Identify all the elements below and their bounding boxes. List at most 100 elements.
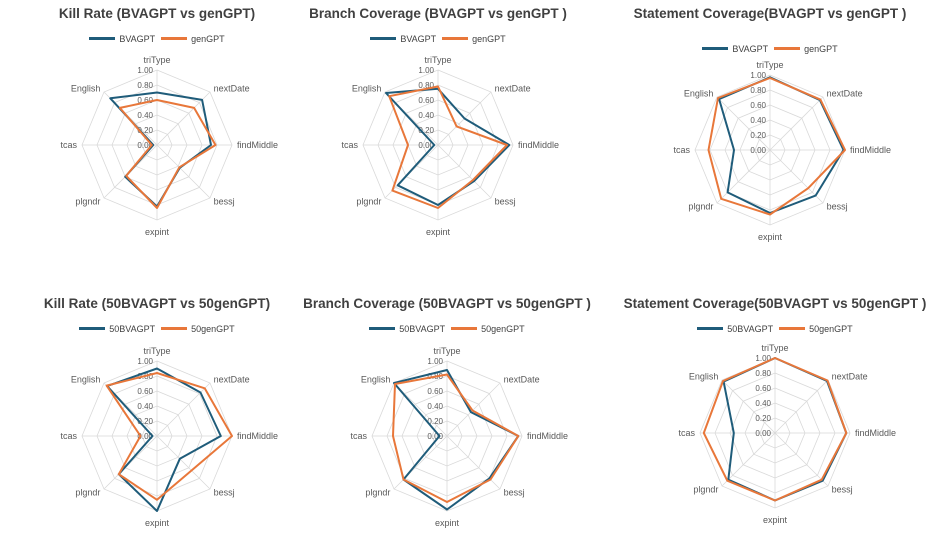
legend-swatch [89,37,116,40]
tick-label: 1.00 [137,357,153,366]
legend-swatch [779,327,806,330]
series-line-gengpt [707,77,846,216]
axis-spoke [774,432,829,487]
category-label: tcas [60,140,77,150]
series-line-bvagpt [718,76,845,214]
legend-label: 50genGPT [481,323,525,334]
radar-plot: 0.000.200.400.600.801.00triTypenextDatef… [341,55,559,237]
category-label: English [71,83,101,93]
category-label: expint [426,227,451,237]
legend-swatch [370,37,397,40]
legend-item: genGPT [774,44,838,54]
category-label: nextDate [495,83,531,93]
category-label: expint [435,518,460,528]
chart-title: Statement Coverage(BVAGPT vs genGPT ) [633,6,907,21]
category-label: plgndr [688,202,713,212]
category-label: English [71,374,101,384]
category-label: bessj [214,197,235,207]
category-label: findMiddle [527,431,568,441]
legend-label: genGPT [472,33,506,44]
legend-item: 50genGPT [451,324,525,334]
category-label: expint [758,232,783,242]
tick-label: 0.80 [755,369,771,378]
tick-label: 0.00 [427,432,443,441]
series-line-50bvagpt [393,369,520,511]
tick-label: 0.00 [750,146,766,155]
chart-title: Kill Rate (50BVAGPT vs 50genGPT) [43,296,271,311]
category-label: nextDate [827,88,863,98]
category-label: findMiddle [518,140,559,150]
tick-label: 0.40 [427,402,443,411]
legend-item: 50BVAGPT [369,324,445,334]
tick-label: 0.20 [137,126,153,135]
category-label: triType [424,55,451,65]
tick-label: 0.00 [137,432,153,441]
legend-swatch [774,47,801,50]
series-line-50gengpt [105,372,233,501]
category-label: findMiddle [237,431,278,441]
axis-spoke [716,149,771,204]
category-label: tcas [60,431,77,441]
tick-label: 0.20 [137,417,153,426]
tick-label: 0.40 [137,402,153,411]
chart-legend: 50BVAGPT 50genGPT [290,322,604,334]
legend-swatch [702,47,729,50]
category-label: tcas [350,431,367,441]
axis-spoke [769,96,824,151]
category-label: findMiddle [855,428,896,438]
tick-label: 0.80 [137,81,153,90]
tick-label: 0.60 [137,387,153,396]
axis-spoke [103,435,158,490]
category-label: tcas [341,140,358,150]
legend-item: BVAGPT [89,34,155,44]
radar-plot: 0.000.200.400.600.801.00triTypenextDatef… [60,346,278,528]
category-label: expint [763,515,788,525]
legend-label: 50BVAGPT [109,323,156,334]
category-label: bessj [504,488,525,498]
category-label: plgndr [365,488,390,498]
legend-swatch [369,327,396,330]
category-label: bessj [214,488,235,498]
axis-spoke [721,379,776,434]
category-label: findMiddle [850,145,891,155]
legend-item: 50genGPT [161,324,235,334]
category-label: nextDate [214,83,250,93]
legend-swatch [442,37,469,40]
chart-legend: BVAGPT genGPT [0,32,314,44]
legend-item: genGPT [442,34,506,44]
axis-spoke [156,435,211,490]
chart-title: Statement Coverage(50BVAGPT vs 50genGPT … [623,296,927,311]
category-label: nextDate [832,371,868,381]
legend-item: 50BVAGPT [697,324,773,334]
radar-chart-panel: Branch Coverage (BVAGPT vs genGPT ) BVAGP… [281,0,595,266]
tick-label: 0.40 [418,111,434,120]
tick-label: 1.00 [755,354,771,363]
legend-label: 50genGPT [809,323,853,334]
category-label: triType [143,346,170,356]
legend-label: 50BVAGPT [727,323,774,334]
axis-spoke [716,96,771,151]
category-label: tcas [678,428,695,438]
radar-chart-panel: Branch Coverage (50BVAGPT vs 50genGPT ) 5… [290,290,604,556]
radar-chart-panel: Statement Coverage(50BVAGPT vs 50genGPT … [618,290,932,556]
chart-legend: 50BVAGPT 50genGPT [0,322,314,334]
tick-label: 0.40 [137,111,153,120]
tick-label: 0.00 [137,141,153,150]
category-label: triType [761,343,788,353]
tick-label: 1.00 [750,71,766,80]
chart-legend: BVAGPT genGPT [281,32,595,44]
tick-label: 0.40 [755,399,771,408]
tick-label: 0.20 [427,417,443,426]
series-line-gengpt [388,85,508,209]
tick-label: 0.00 [418,141,434,150]
legend-label: BVAGPT [732,43,769,54]
legend-label: 50BVAGPT [399,323,446,334]
chart-title: Branch Coverage (50BVAGPT vs 50genGPT ) [303,296,591,311]
tick-label: 0.00 [755,429,771,438]
category-label: plgndr [75,488,100,498]
tick-label: 0.80 [750,86,766,95]
tick-label: 1.00 [418,66,434,75]
chart-legend: 50BVAGPT 50genGPT [618,322,932,334]
radar-plot: 0.000.200.400.600.801.00triTypenextDatef… [60,55,278,237]
category-label: plgndr [75,197,100,207]
